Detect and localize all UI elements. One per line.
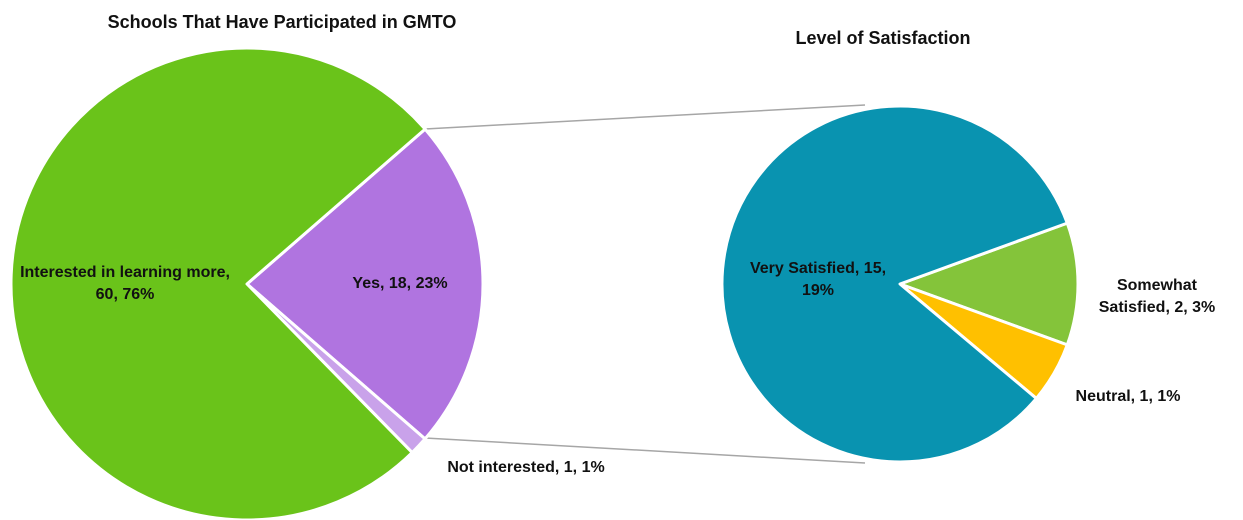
- pie-slice: [245, 127, 485, 441]
- data-label: Very Satisfied, 15, 19%: [749, 260, 887, 299]
- chart-title: Schools That Have Participated in GMTO: [107, 12, 457, 32]
- chart-title: Level of Satisfaction: [795, 28, 971, 48]
- data-label: Neutral, 1, 1%: [1075, 388, 1181, 405]
- data-label: Not interested, 1, 1%: [447, 459, 605, 476]
- connector-line: [424, 437, 866, 464]
- data-label: Interested in learning more, 60, 76%: [20, 264, 230, 303]
- pie-slice: [720, 104, 1069, 464]
- pie-slice: [898, 221, 1080, 347]
- data-label: Yes, 18, 23%: [352, 275, 448, 292]
- data-label: Somewhat Satisfied, 2, 3%: [1098, 277, 1216, 316]
- connector-line: [424, 104, 866, 130]
